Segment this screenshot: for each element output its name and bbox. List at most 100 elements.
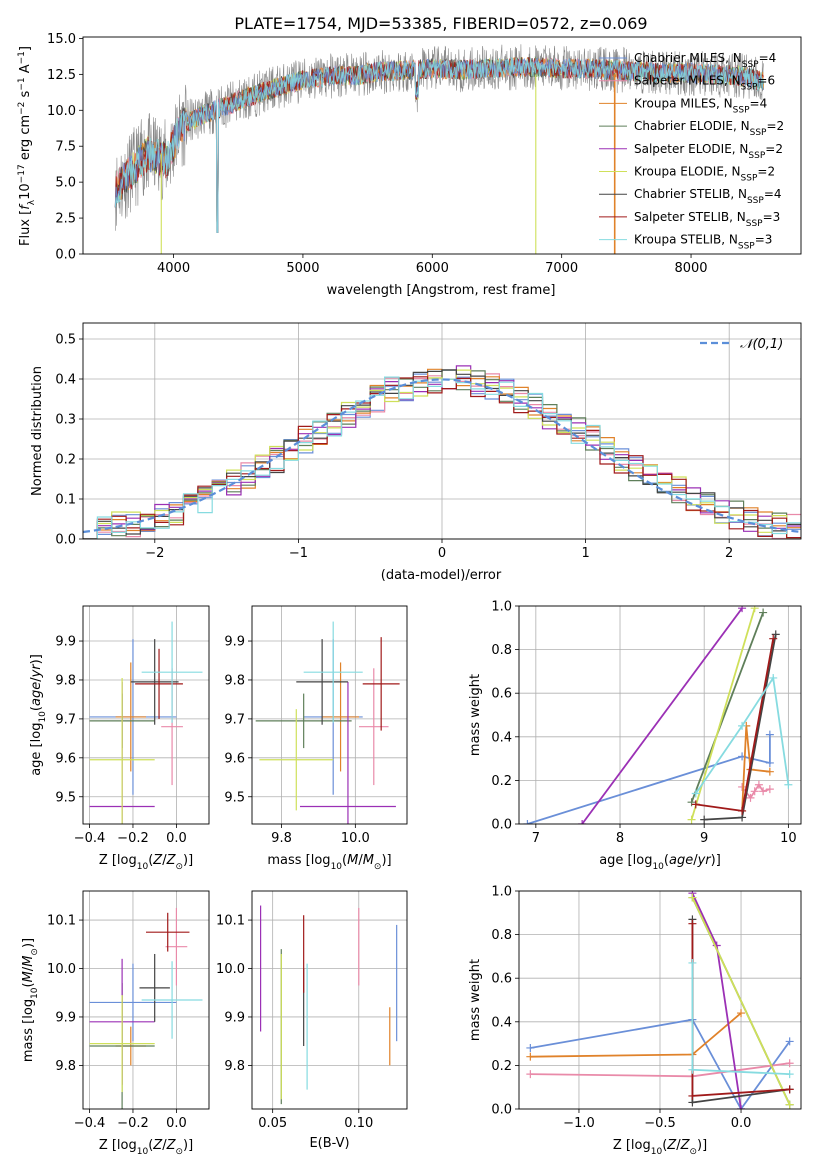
series-line-salpeter_elodie	[691, 892, 742, 1109]
y-tick-label: 10.1	[216, 914, 245, 929]
x-tick-label: 2	[725, 546, 733, 561]
series-line-kroupa_elodie	[690, 607, 756, 820]
plot-area	[255, 621, 400, 824]
x-axis-label: age [log10(age/yr)]	[599, 853, 721, 872]
y-tick-label: 0.8	[491, 928, 512, 943]
x-axis-label: wavelength [Angstrom, rest frame]	[327, 283, 556, 298]
y-tick-label: 9.5	[55, 790, 76, 805]
axes-frame	[82, 890, 210, 1110]
legend-entry-kroupa_stelib: Kroupa STELIB, NSSP=3	[634, 233, 772, 252]
panel-mass-vs-z: −0.4 −0.2 0.0 9.8 9.9 10.0 10.1 Z [log10(Z/Z⊙)]…	[21, 890, 210, 1157]
gridlines	[83, 323, 801, 540]
y-tick-label: 9.7	[55, 712, 76, 727]
panel-residual-hist: −2 −1 0 1 2 0.0 0.1 0.2 0.3 0.4 0.5 (data-model)/er…	[30, 322, 802, 583]
plot-area	[89, 907, 203, 1109]
y-tick-label: 10.1	[47, 914, 76, 929]
y-tick-label: 0.5	[55, 333, 76, 348]
y-tick-label: 9.6	[224, 751, 245, 766]
y-tick-label: 7.5	[55, 140, 76, 155]
marker-salpeter_miles	[746, 793, 755, 802]
y-tick-label: 9.9	[55, 1010, 76, 1025]
marker-salpeter_elodie	[738, 606, 747, 613]
panel-mass-weight-vs-age: 7 8 9 10 0.0 0.2 0.4 0.6 0.8 1.0 age [log10(age/yr…	[468, 600, 802, 872]
hist-step-salpeter_stelib	[83, 376, 801, 539]
legend-entry-salpeter_stelib: Salpeter STELIB, NSSP=3	[634, 210, 780, 229]
x-tick-label: −0.4	[74, 831, 106, 846]
marker-salpeter_miles	[759, 787, 768, 796]
x-tick-label: 0.0	[731, 1116, 752, 1131]
marker-chabrier_stelib	[771, 630, 780, 639]
x-tick-label: 0.0	[166, 831, 187, 846]
legend-entry-salpeter_miles: Salpeter MILES, NSSP=6	[634, 74, 775, 93]
y-tick-label: 15.0	[47, 32, 76, 47]
hist-step-chabrier_stelib	[83, 369, 801, 539]
axes-frame	[518, 605, 802, 825]
y-axis-label: Flux [fλ10−17 erg cm−2 s−1 A−1]	[17, 46, 37, 246]
marker-kroupa_stelib	[688, 1065, 697, 1074]
y-tick-label: 0.4	[55, 373, 76, 388]
marker-kroupa_stelib	[688, 958, 697, 967]
marker-salpeter_elodie	[737, 1105, 746, 1109]
x-tick-label: 7	[532, 831, 540, 846]
series-line-kroupa_miles	[741, 725, 771, 811]
axes-frame	[82, 605, 210, 825]
marker-salpeter_miles	[526, 1070, 535, 1079]
gridlines	[252, 891, 407, 1109]
panel-age-vs-mass: 9.8 10.0 9.5 9.6 9.7 9.8 9.9 mass [log10(M/M⊙)]	[224, 605, 408, 872]
y-tick-label: 0.0	[491, 1103, 512, 1118]
gridlines	[83, 606, 209, 824]
marker-salpeter_miles	[738, 782, 747, 791]
x-tick-label: −0.2	[117, 831, 149, 846]
panel-mass-weight-vs-z: −1.0 −0.5 0.0 0.0 0.2 0.4 0.6 0.8 1.0 Z [log10(Z/…	[468, 885, 802, 1157]
x-tick-label: 0.05	[258, 1116, 287, 1131]
plot-area	[260, 905, 398, 1105]
marker-kroupa_elodie	[750, 606, 759, 613]
y-tick-label: 0.0	[55, 533, 76, 548]
marker-chabrier_miles	[785, 1037, 794, 1046]
marker-kroupa_miles	[737, 1009, 746, 1018]
marker-kroupa_stelib	[769, 673, 778, 682]
y-tick-label: 0.3	[55, 413, 76, 428]
marker-kroupa_miles	[765, 767, 774, 776]
x-tick-label: 8	[616, 831, 624, 846]
legend-entry-chabrier_elodie: Chabrier ELODIE, NSSP=2	[634, 119, 784, 138]
x-tick-label: 1	[581, 546, 589, 561]
y-tick-label: 10.0	[47, 962, 76, 977]
x-tick-label: −1	[289, 546, 308, 561]
series-line-chabrier_miles	[527, 734, 771, 824]
marker-salpeter_stelib	[738, 806, 747, 815]
legend-entry-chabrier_miles: Chabrier MILES, NSSP=4	[634, 51, 776, 70]
marker-salpeter_miles	[750, 787, 759, 796]
x-tick-label: 9	[700, 831, 708, 846]
marker-salpeter_stelib	[688, 919, 697, 928]
plot-area	[89, 621, 203, 824]
plot-area	[83, 365, 801, 539]
x-tick-label: −2	[145, 546, 164, 561]
y-tick-label: 0.2	[55, 453, 76, 468]
series-line-chabrier_miles	[530, 1018, 791, 1109]
y-tick-label: 2.5	[55, 212, 76, 227]
marker-salpeter_stelib	[769, 634, 778, 643]
panel-age-vs-z: −0.4 −0.2 0.0 9.5 9.6 9.7 9.8 9.9 Z [log10(Z/Z⊙)…	[29, 605, 210, 872]
x-tick-label: −0.4	[74, 1116, 106, 1131]
x-tick-label: 8000	[674, 261, 707, 276]
marker-chabrier_miles	[765, 758, 774, 767]
y-tick-label: 0.8	[491, 643, 512, 658]
y-tick-label: 1.0	[491, 600, 512, 615]
x-tick-label: −0.2	[117, 1116, 149, 1131]
y-tick-label: 9.9	[55, 635, 76, 650]
marker-salpeter_miles	[765, 785, 774, 794]
y-tick-label: 9.8	[224, 673, 245, 688]
y-tick-label: 9.8	[55, 673, 76, 688]
x-tick-label: 0.10	[344, 1116, 373, 1131]
y-axis-label: mass weight	[468, 674, 483, 756]
x-tick-label: −0.5	[644, 1116, 676, 1131]
marker-salpeter_stelib	[688, 1091, 697, 1100]
y-tick-label: 9.9	[224, 1010, 245, 1025]
marker-salpeter_miles	[785, 1059, 794, 1068]
series-line-kroupa_elodie	[691, 897, 791, 1105]
x-tick-label: 0.0	[166, 1116, 187, 1131]
axes-frame	[82, 36, 802, 255]
marker-kroupa_stelib	[691, 789, 700, 798]
marker-chabrier_stelib	[700, 815, 709, 824]
